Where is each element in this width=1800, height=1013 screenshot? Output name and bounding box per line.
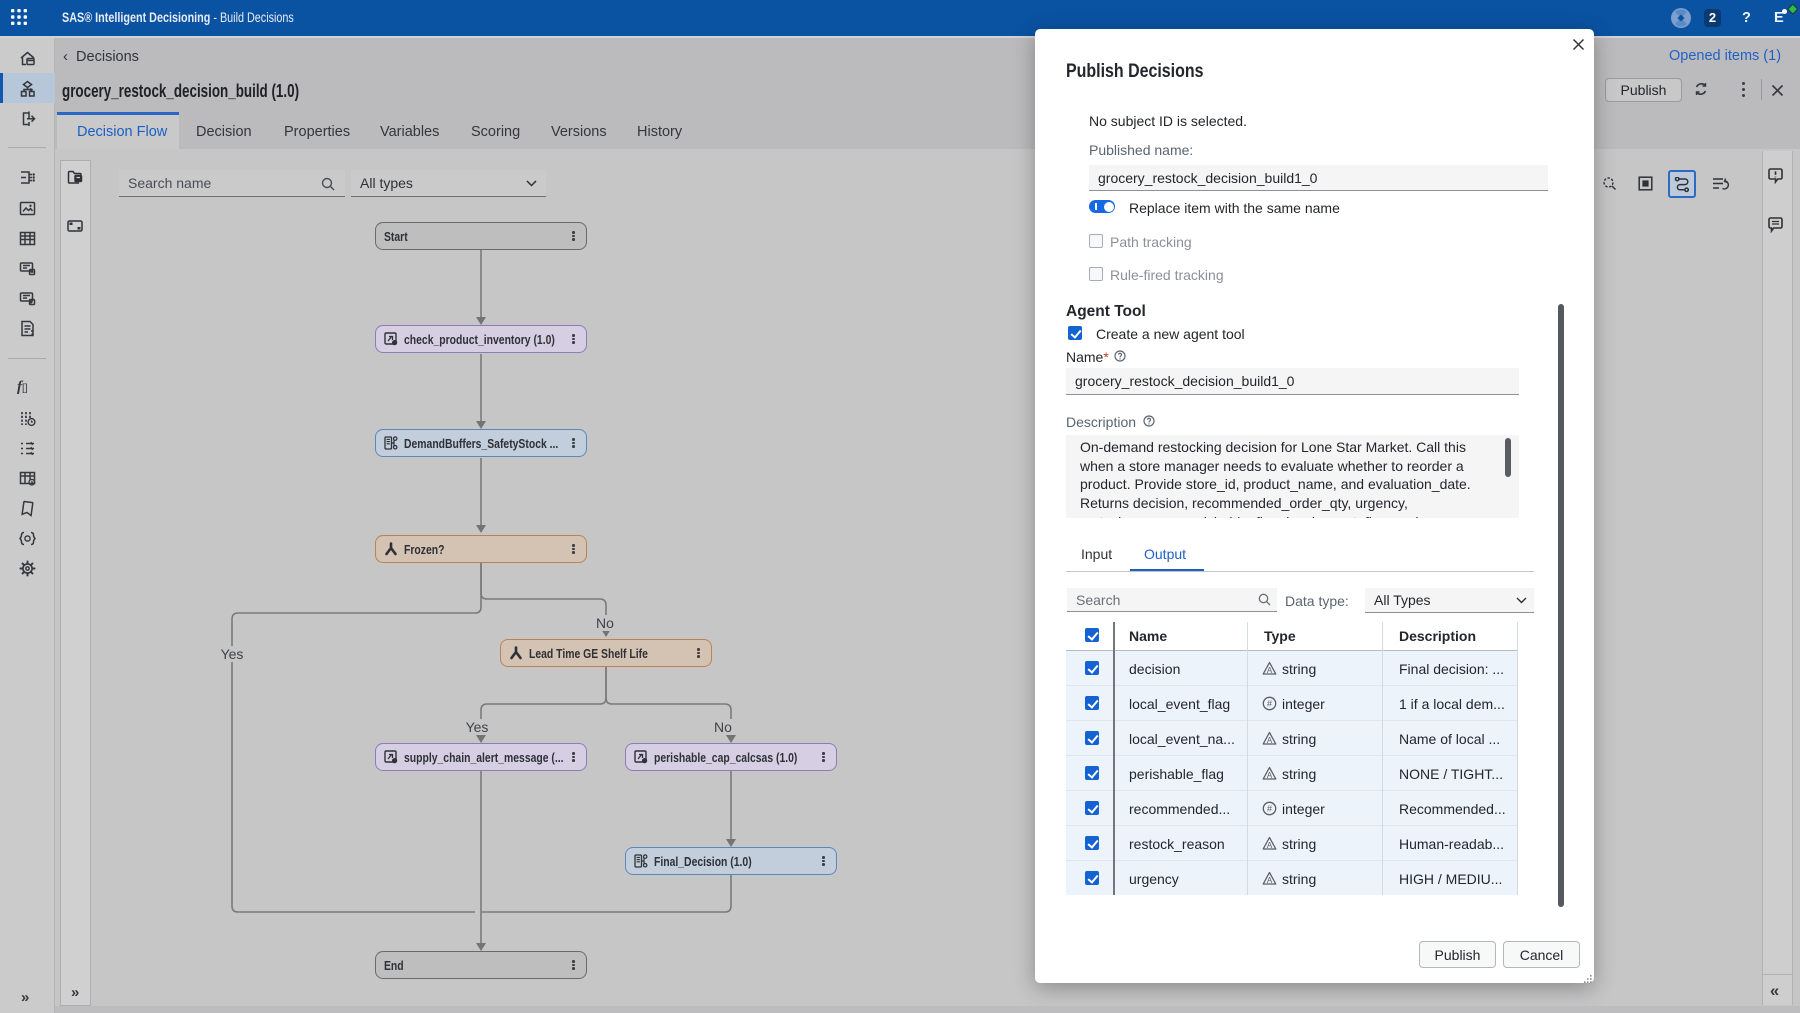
svg-text:#: # xyxy=(1267,804,1272,814)
svg-text:#: # xyxy=(1267,699,1272,709)
svg-text:A: A xyxy=(1267,666,1273,675)
svg-text:A: A xyxy=(1267,771,1273,780)
svg-text:A: A xyxy=(1267,736,1273,745)
svg-text:A: A xyxy=(1267,841,1273,850)
svg-text:A: A xyxy=(1267,876,1273,885)
